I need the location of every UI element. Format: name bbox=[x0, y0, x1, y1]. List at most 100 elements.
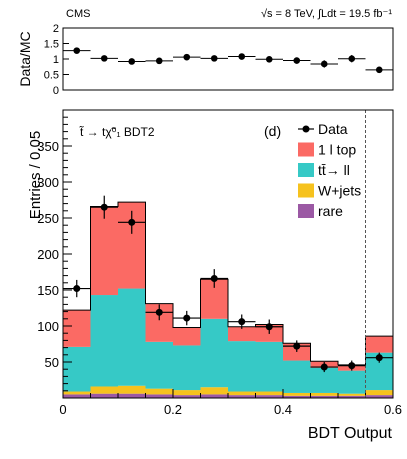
ratio-point bbox=[293, 57, 301, 64]
data-point bbox=[238, 318, 246, 326]
ratio-point bbox=[265, 56, 273, 63]
ratio-point bbox=[210, 55, 218, 62]
ratio-point bbox=[183, 53, 191, 61]
main-xlabel: BDT Output bbox=[308, 425, 393, 442]
main-ytick-label: 150 bbox=[37, 283, 59, 298]
ratio-point bbox=[320, 60, 328, 68]
bar-rare bbox=[90, 393, 118, 398]
legend-data-label: Data bbox=[318, 121, 348, 137]
legend-swatch bbox=[298, 204, 314, 218]
bar-tt-ll bbox=[145, 341, 173, 389]
main-ytick-label: 250 bbox=[37, 211, 59, 226]
ratio-point bbox=[128, 58, 136, 65]
bar-rare bbox=[310, 395, 338, 398]
bar-tt-ll bbox=[255, 341, 283, 392]
main-ytick-label: 200 bbox=[37, 247, 59, 262]
ratio-ylabel: Data/MC bbox=[17, 31, 33, 86]
ratio-point bbox=[100, 55, 108, 62]
data-point bbox=[128, 218, 136, 226]
panel-tag: (d) bbox=[264, 123, 281, 139]
data-point bbox=[183, 314, 191, 322]
energy-lumi-label: √s = 8 TeV, ∫Ldt = 19.5 fb⁻¹ bbox=[261, 8, 392, 20]
bar-rare bbox=[173, 395, 201, 398]
legend-label: W+jets bbox=[318, 183, 361, 199]
bar-1-l-top bbox=[173, 327, 201, 346]
bar-rare bbox=[145, 394, 173, 398]
ratio-point bbox=[155, 57, 163, 65]
ratio-point bbox=[348, 55, 356, 62]
bar-rare bbox=[255, 395, 283, 398]
data-point bbox=[100, 203, 108, 211]
stack-outline bbox=[62, 201, 394, 398]
bar-rare bbox=[283, 395, 311, 398]
main-ytick-label: 300 bbox=[37, 175, 59, 190]
bar-w-jets bbox=[200, 387, 228, 395]
main-xtick-label: 0.4 bbox=[274, 402, 292, 417]
data-point bbox=[155, 308, 163, 316]
cms-label: CMS bbox=[66, 8, 90, 20]
ratio-point bbox=[238, 53, 246, 60]
data-point bbox=[210, 274, 218, 282]
process-label: t̃ → tχ̃⁰₁ BDT2 bbox=[79, 124, 155, 139]
bar-w-jets bbox=[283, 392, 311, 396]
legend: Data 1 l top tt̄→ ll W+jets rare bbox=[298, 121, 361, 219]
legend-label: rare bbox=[318, 203, 343, 219]
bar-rare bbox=[228, 395, 256, 398]
bar-w-jets bbox=[310, 392, 338, 396]
ratio-ytick-label: 2 bbox=[53, 23, 59, 35]
bar-w-jets bbox=[145, 388, 173, 395]
legend-swatch bbox=[298, 163, 314, 177]
legend-data-marker bbox=[302, 125, 310, 133]
bar-1-l-top bbox=[365, 336, 393, 353]
main-xtick-label: 0.6 bbox=[384, 402, 402, 417]
ratio-point bbox=[73, 47, 81, 54]
bar-rare bbox=[118, 393, 146, 398]
bar-w-jets bbox=[90, 386, 118, 394]
data-point bbox=[375, 354, 383, 362]
bar-tt-ll bbox=[173, 345, 201, 391]
main-xtick-label: 0.2 bbox=[164, 402, 182, 417]
data-point bbox=[320, 363, 328, 371]
bar-tt-ll bbox=[90, 295, 118, 387]
main-ylabel: Entries / 0.05 bbox=[27, 131, 44, 219]
main-panel: 0 0.2 0.4 0.6 50 100 150 200 250 300 350 Entries … bbox=[27, 109, 402, 442]
main-ytick-label: 100 bbox=[37, 319, 59, 334]
ratio-ytick-label: 0.5 bbox=[44, 70, 59, 82]
data-point bbox=[73, 285, 81, 293]
legend-swatch bbox=[298, 142, 314, 157]
bar-w-jets bbox=[338, 393, 366, 396]
bar-1-l-top bbox=[90, 206, 118, 296]
bar-tt-ll bbox=[283, 360, 311, 393]
bar-tt-ll bbox=[228, 341, 256, 392]
bar-tt-ll bbox=[118, 288, 146, 386]
ratio-panel: Data/MC 0 0.5 1 1.5 2 bbox=[17, 23, 394, 97]
ratio-point bbox=[375, 66, 383, 74]
bar-w-jets bbox=[228, 391, 256, 396]
ratio-ytick-label: 1.5 bbox=[44, 39, 59, 51]
bar-w-jets bbox=[365, 390, 393, 396]
bar-w-jets bbox=[173, 390, 201, 396]
ratio-ytick-label: 0 bbox=[53, 85, 59, 97]
bar-w-jets bbox=[118, 385, 146, 394]
legend-label: 1 l top bbox=[318, 142, 356, 158]
data-point bbox=[265, 323, 273, 331]
legend-label: tt̄→ ll bbox=[318, 162, 350, 178]
legend-swatch bbox=[298, 183, 314, 198]
data-point bbox=[293, 342, 301, 350]
main-ytick-label: 350 bbox=[37, 139, 59, 154]
main-xtick-label: 0 bbox=[59, 402, 66, 417]
bar-1-l-top bbox=[63, 310, 91, 347]
bar-rare bbox=[200, 394, 228, 398]
bar-w-jets bbox=[63, 391, 91, 395]
bar-1-l-top bbox=[228, 326, 256, 342]
bar-tt-ll bbox=[200, 318, 228, 388]
bar-rare bbox=[338, 395, 366, 398]
bar-tt-ll bbox=[338, 370, 366, 394]
bar-w-jets bbox=[255, 391, 283, 396]
bar-rare bbox=[63, 394, 91, 398]
ratio-ytick-label: 1 bbox=[53, 54, 59, 66]
bar-rare bbox=[365, 395, 393, 398]
main-frame bbox=[62, 109, 394, 399]
data-point bbox=[348, 362, 356, 370]
